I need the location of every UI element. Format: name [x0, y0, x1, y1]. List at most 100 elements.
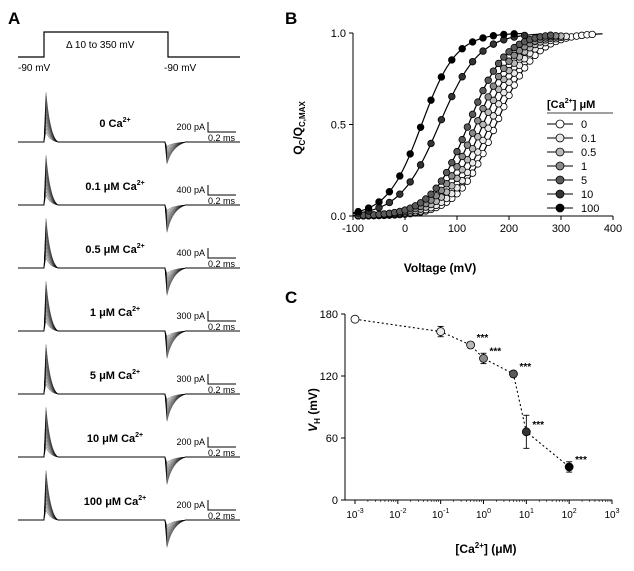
- trace-group: 0.1 μM Ca2+ 400 pA0.2 ms: [18, 155, 240, 233]
- qv-point: [406, 150, 414, 158]
- scale-bar: [207, 185, 236, 196]
- qv-point: [479, 47, 487, 55]
- trace-label: 0.1 μM Ca2+: [85, 180, 144, 193]
- trace-label-sup: 2+: [137, 243, 145, 250]
- legend-swatch-marker: [555, 203, 565, 213]
- qv-point: [494, 100, 503, 108]
- qv-point: [427, 96, 435, 104]
- trace-group: 5 μM Ca2+ 300 pA0.2 ms: [18, 344, 240, 422]
- qv-point: [489, 40, 498, 48]
- qv-point: [385, 188, 394, 196]
- x-tick-label: 10-2: [389, 508, 406, 521]
- x-tick-base: 10: [476, 510, 488, 521]
- qv-point: [422, 195, 430, 203]
- vh-point: [564, 462, 574, 472]
- qv-point: [427, 139, 435, 148]
- protocol-step-label: Δ 10 to 350 mV: [66, 40, 135, 51]
- x-tick-label: 400: [604, 223, 622, 235]
- x-tick-label: 0: [402, 223, 408, 235]
- qv-data-points: [354, 30, 596, 220]
- legend-swatch-marker: [555, 147, 565, 157]
- x-tick-base: 10: [519, 510, 531, 521]
- legend-entry-label: 0: [581, 119, 587, 131]
- panel-label-a: A: [8, 9, 20, 28]
- qv-point: [437, 177, 446, 185]
- legend-swatch-marker: [555, 189, 565, 199]
- x-tick-base: 10: [604, 510, 616, 521]
- qv-point: [489, 82, 498, 90]
- qv-point: [479, 136, 487, 145]
- legend-entry-label: 0.5: [581, 147, 596, 159]
- current-trace: [18, 407, 240, 485]
- legend-swatch-marker: [555, 119, 565, 129]
- scale-bar: [207, 311, 236, 322]
- qv-point: [416, 199, 425, 207]
- scale-current-label: 400 pA: [176, 185, 205, 195]
- x-tick-label: 200: [500, 223, 518, 235]
- qv-point: [520, 31, 529, 40]
- qv-legend: [Ca2+] μM 0 0.1 0.5 1 5 10 100: [547, 98, 613, 215]
- x-tick-base: 10: [389, 510, 401, 521]
- qv-point: [479, 120, 487, 129]
- scale-current-label: 300 pA: [176, 374, 205, 384]
- qv-point: [510, 43, 518, 52]
- trace-label-text: 0.5 μM Ca: [85, 244, 137, 256]
- vh-point: [509, 369, 518, 379]
- qv-point: [505, 48, 513, 56]
- y-tick-label: 0.0: [331, 211, 346, 223]
- scale-bar: [207, 248, 236, 259]
- qv-point: [489, 67, 498, 75]
- qv-point: [427, 190, 435, 198]
- current-trace: [18, 344, 240, 422]
- protocol-hold-left: -90 mV: [18, 63, 51, 74]
- qv-ylabel: QC/QC,MAX: [291, 101, 307, 155]
- qv-point: [354, 207, 362, 216]
- qv-point: [494, 59, 503, 68]
- qv-point: [432, 184, 440, 192]
- legend-swatch-marker: [555, 133, 565, 143]
- significance-label: ***: [575, 455, 587, 466]
- vh-data: ***************: [350, 314, 587, 473]
- qv-point: [458, 152, 466, 161]
- trace-label-text: 5 μM Ca: [90, 370, 133, 382]
- qv-point: [453, 147, 461, 156]
- voltage-protocol: -90 mV -90 mV Δ 10 to 350 mV: [18, 31, 240, 74]
- qv-point: [505, 57, 513, 65]
- significance-label: ***: [490, 346, 502, 357]
- vh-point: [350, 314, 360, 324]
- trace-label-text: 100 μM Ca: [84, 496, 139, 508]
- qv-point: [437, 115, 446, 124]
- trace-label-sup: 2+: [137, 180, 145, 187]
- qv-xlabel: Voltage (mV): [404, 261, 476, 275]
- y-tick-label: 120: [320, 371, 338, 383]
- trace-group: 100 μM Ca2+ 200 pA0.2 ms: [18, 470, 240, 548]
- y-tick-label: 60: [326, 433, 338, 445]
- scale-time-label: 0.2 ms: [208, 259, 236, 269]
- scale-time-label: 0.2 ms: [208, 322, 236, 332]
- scale-time-label: 0.2 ms: [208, 196, 236, 206]
- qv-point: [500, 30, 508, 39]
- qv-point: [396, 172, 404, 180]
- trace-group: 0.5 μM Ca2+ 400 pA0.2 ms: [18, 218, 240, 296]
- x-tick-label: 101: [519, 508, 534, 521]
- x-tick-base: 10: [346, 510, 358, 521]
- trace-label: 1 μM Ca2+: [90, 306, 140, 319]
- vh-point: [479, 354, 488, 363]
- y-tick-label: 0.5: [331, 120, 346, 132]
- panel-label-b: B: [285, 9, 297, 28]
- qv-point: [442, 168, 451, 177]
- qv-point: [453, 163, 461, 171]
- qv-point: [489, 32, 498, 40]
- trace-label-sup: 2+: [132, 369, 140, 376]
- x-tick-exp: -3: [357, 508, 363, 515]
- y-tick-label: 1.0: [331, 28, 346, 40]
- trace-label: 0 Ca2+: [99, 117, 130, 130]
- qv-point: [437, 73, 446, 81]
- qv-point: [484, 124, 492, 132]
- trace-label-sup: 2+: [135, 432, 143, 439]
- qv-point: [479, 86, 487, 95]
- trace-label-text: 0 Ca: [99, 118, 123, 130]
